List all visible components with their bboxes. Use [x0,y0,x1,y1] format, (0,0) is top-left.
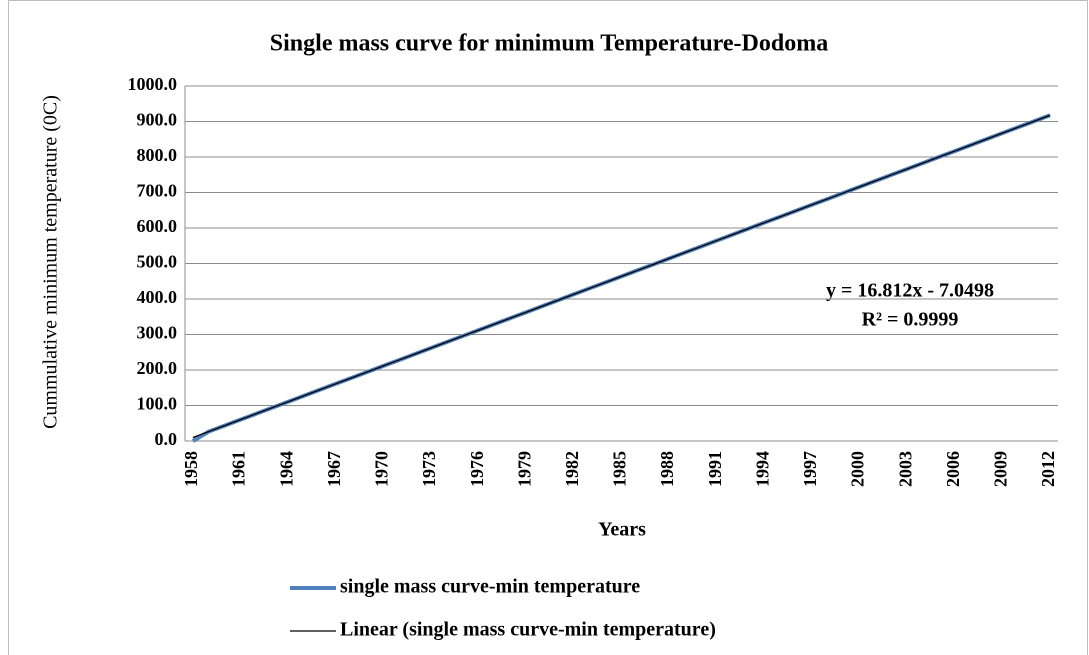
y-tick-label: 500.0 [137,252,178,272]
x-tick-label: 1967 [324,451,344,487]
y-tick-label: 400.0 [137,287,178,307]
x-tick-label: 1991 [705,451,725,487]
x-tick-label: 1979 [514,451,534,487]
y-tick-label: 100.0 [137,394,178,414]
y-tick-label: 700.0 [137,181,178,201]
y-tick-label: 300.0 [137,323,178,343]
y-tick-label: 800.0 [137,145,178,165]
x-tick-label: 1988 [657,451,677,487]
chart-title: Single mass curve for minimum Temperatur… [270,31,828,57]
x-tick-label: 1985 [610,451,630,487]
x-tick-label: 1964 [276,451,296,487]
x-tick-label: 1982 [562,451,582,487]
x-tick-label: 1976 [467,451,487,487]
x-tick-label: 2003 [895,451,915,487]
legend-label: single mass curve-min temperature [340,576,640,598]
x-tick-label: 1970 [372,451,392,487]
x-tick-label: 1961 [229,451,249,487]
x-tick-label: 2006 [943,451,963,487]
chart-border [8,0,1088,655]
series-line [192,114,1051,439]
y-axis-title: Cummulative minimum temperature (0C) [40,95,62,429]
x-tick-label: 2012 [1038,451,1058,487]
y-tick-label: 200.0 [137,358,178,378]
trend-equation: y = 16.812x - 7.0498 [826,280,994,302]
x-tick-label: 1973 [419,451,439,487]
y-tick-label: 1000.0 [128,74,178,94]
x-tick-label: 1958 [181,451,201,487]
x-tick-label: 1997 [800,451,820,487]
x-tick-label: 1994 [752,451,772,487]
y-tick-label: 0.0 [155,429,178,449]
x-axis-title: Years [598,519,646,541]
legend-label: Linear (single mass curve-min temperatur… [340,619,716,641]
x-tick-label: 2000 [848,451,868,487]
trend-r2: R² = 0.9999 [862,309,959,331]
y-tick-label: 600.0 [137,216,178,236]
x-tick-label: 2009 [991,451,1011,487]
y-tick-label: 900.0 [137,110,178,130]
